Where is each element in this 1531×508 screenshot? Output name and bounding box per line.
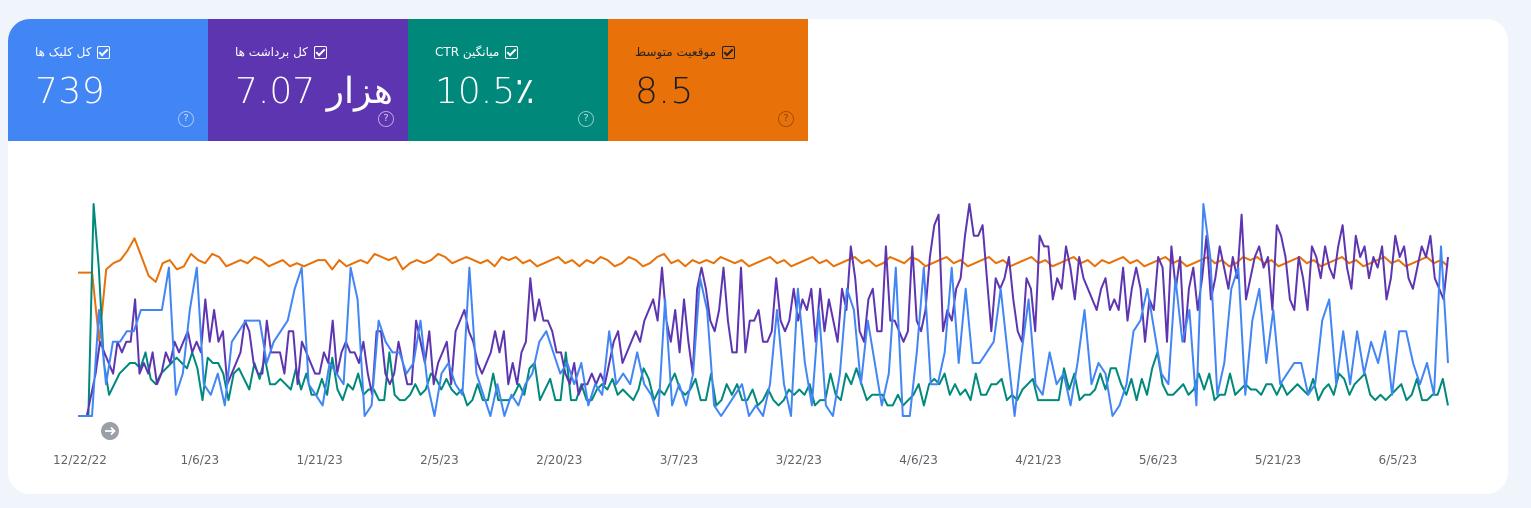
metric-header-clicks: کل کلیک ها bbox=[35, 45, 111, 59]
arrow-right-icon bbox=[105, 426, 116, 436]
x-axis: 12/22/22 1/6/23 1/21/23 2/5/23 2/20/23 3/7/23… bbox=[53, 453, 1417, 467]
x-tick-label: 1/6/23 bbox=[180, 453, 219, 467]
metric-tile-position[interactable]: موقعیت متوسط 8.5 ? bbox=[608, 19, 808, 141]
metric-value-position: 8.5 bbox=[635, 71, 694, 112]
metric-value-impressions: 7.07 هزار bbox=[235, 71, 393, 112]
checkbox-position[interactable] bbox=[722, 45, 736, 59]
x-tick-label: 3/7/23 bbox=[660, 453, 699, 467]
performance-card: کل کلیک ها 739 ? کل برداشت ها 7.07 هزار … bbox=[8, 19, 1508, 494]
metric-label-ctr: میانگین CTR bbox=[435, 45, 500, 59]
x-tick-label: 4/6/23 bbox=[899, 453, 938, 467]
x-tick-label: 4/21/23 bbox=[1015, 453, 1061, 467]
x-tick-label: 5/21/23 bbox=[1255, 453, 1301, 467]
metric-header-position: موقعیت متوسط bbox=[635, 45, 736, 59]
series-line-position bbox=[78, 237, 1449, 342]
checkbox-ctr[interactable] bbox=[505, 45, 519, 59]
x-tick-label: 5/6/23 bbox=[1139, 453, 1178, 467]
metric-label-clicks: کل کلیک ها bbox=[35, 45, 92, 59]
x-tick-label: 12/22/22 bbox=[53, 453, 107, 467]
metric-value-clicks: 739 bbox=[35, 71, 106, 112]
series-layer bbox=[78, 203, 1449, 417]
metric-label-impressions: کل برداشت ها bbox=[235, 45, 308, 59]
metric-tile-clicks[interactable]: کل کلیک ها 739 ? bbox=[8, 19, 208, 141]
help-icon[interactable]: ? bbox=[178, 111, 194, 127]
metric-header-ctr: میانگین CTR bbox=[435, 45, 519, 59]
checkbox-impressions[interactable] bbox=[313, 45, 327, 59]
annotation-marker[interactable] bbox=[101, 422, 119, 440]
metric-tile-ctr[interactable]: میانگین CTR 10.5٪ ? bbox=[408, 19, 608, 141]
metric-tiles: کل کلیک ها 739 ? کل برداشت ها 7.07 هزار … bbox=[8, 19, 808, 141]
x-tick-label: 1/21/23 bbox=[296, 453, 342, 467]
help-icon[interactable]: ? bbox=[778, 111, 794, 127]
series-line-ctr bbox=[78, 203, 1449, 417]
series-line-impressions bbox=[78, 203, 1449, 417]
help-icon[interactable]: ? bbox=[578, 111, 594, 127]
metric-tile-impressions[interactable]: کل برداشت ها 7.07 هزار ? bbox=[208, 19, 408, 141]
metric-value-ctr: 10.5٪ bbox=[435, 71, 535, 112]
x-tick-label: 6/5/23 bbox=[1378, 453, 1417, 467]
x-tick-label: 2/20/23 bbox=[536, 453, 582, 467]
checkbox-clicks[interactable] bbox=[97, 45, 111, 59]
series-line-clicks bbox=[78, 203, 1449, 417]
help-icon[interactable]: ? bbox=[378, 111, 394, 127]
metric-label-position: موقعیت متوسط bbox=[635, 45, 717, 59]
metric-header-impressions: کل برداشت ها bbox=[235, 45, 327, 59]
performance-chart: 12/22/22 1/6/23 1/21/23 2/5/23 2/20/23 3/7/23… bbox=[53, 203, 1449, 467]
x-tick-label: 2/5/23 bbox=[420, 453, 459, 467]
x-tick-label: 3/22/23 bbox=[776, 453, 822, 467]
